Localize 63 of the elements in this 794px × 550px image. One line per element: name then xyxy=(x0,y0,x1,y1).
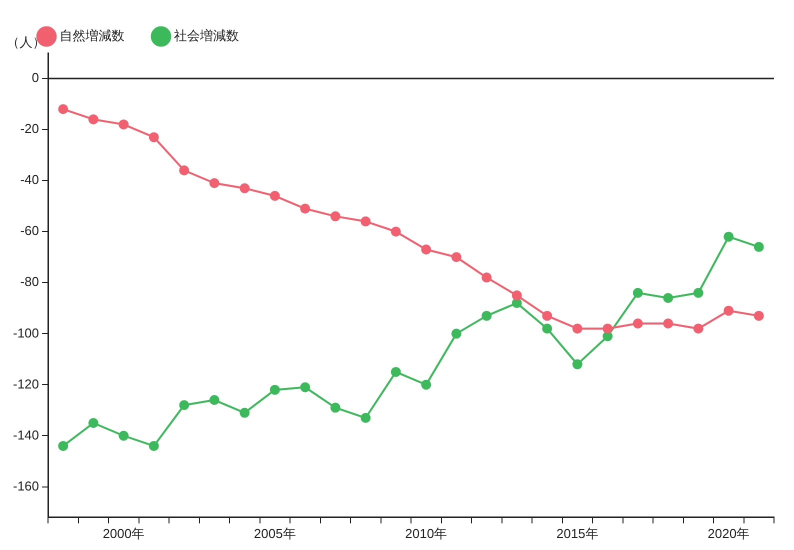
point xyxy=(209,178,220,188)
point xyxy=(240,183,250,194)
x-tick-label: 2020年 xyxy=(708,526,750,541)
point xyxy=(632,288,643,298)
point xyxy=(390,226,401,237)
point xyxy=(300,204,310,214)
point xyxy=(512,290,522,300)
point xyxy=(88,114,98,124)
point xyxy=(724,232,734,242)
point xyxy=(240,408,250,418)
point xyxy=(179,165,190,176)
point xyxy=(58,104,68,114)
y-tick-label: -160 xyxy=(12,478,40,494)
point xyxy=(632,318,643,328)
x-tick-label: 2010年 xyxy=(405,526,448,541)
point xyxy=(360,412,371,423)
point xyxy=(451,328,462,339)
y-tick-label: -140 xyxy=(12,427,40,442)
point xyxy=(724,306,734,316)
point xyxy=(693,288,704,298)
point xyxy=(572,324,582,334)
y-tick-label: -40 xyxy=(20,172,40,188)
point xyxy=(693,324,704,334)
point xyxy=(179,400,190,410)
point xyxy=(754,310,764,321)
point xyxy=(542,324,552,334)
y-tick-label: -20 xyxy=(20,121,40,136)
point xyxy=(482,272,492,283)
point xyxy=(602,324,613,334)
point xyxy=(58,440,68,451)
point xyxy=(148,132,159,142)
point xyxy=(482,310,492,321)
point xyxy=(209,395,220,406)
point xyxy=(754,242,764,252)
x-tick-label: 2000年 xyxy=(102,526,145,541)
point xyxy=(421,380,432,390)
point xyxy=(390,366,401,377)
point xyxy=(148,440,159,451)
point xyxy=(663,292,674,303)
point xyxy=(360,216,371,226)
y-tick-label: -120 xyxy=(12,376,40,392)
y-tick-label: -60 xyxy=(20,223,40,238)
y-axis-title: （人） xyxy=(6,35,46,50)
point xyxy=(330,402,340,413)
point xyxy=(88,418,98,428)
point xyxy=(118,430,129,441)
point xyxy=(270,190,280,201)
point xyxy=(451,252,462,262)
point xyxy=(572,359,582,370)
point xyxy=(270,384,280,395)
point xyxy=(542,310,552,321)
x-tick-label: 2015年 xyxy=(556,526,598,541)
y-tick-label: -80 xyxy=(20,274,40,290)
legend-label: 自然増減数 xyxy=(60,28,124,44)
point xyxy=(300,382,310,392)
point xyxy=(421,244,432,254)
point xyxy=(118,119,129,130)
point xyxy=(663,318,674,328)
y-tick-label: 0 xyxy=(32,70,40,86)
x-tick-label: 2005年 xyxy=(254,526,296,541)
y-tick-label: -100 xyxy=(12,325,40,340)
legend-label: 社会増減数 xyxy=(174,28,239,44)
point xyxy=(330,211,340,222)
